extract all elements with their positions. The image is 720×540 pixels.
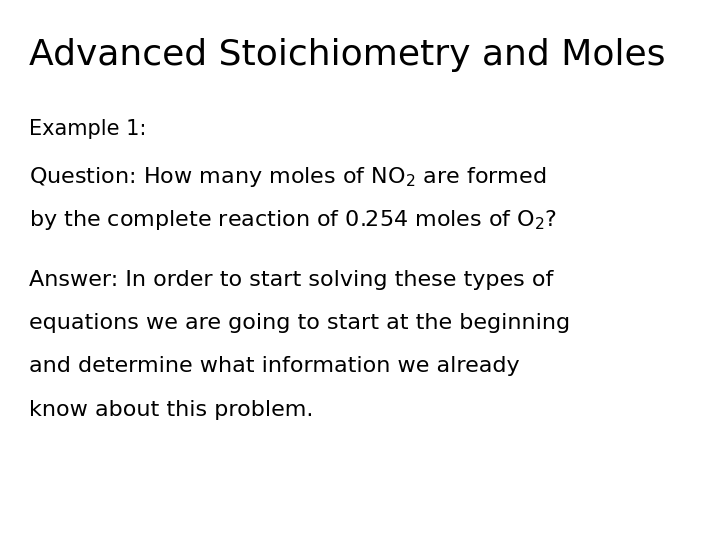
Text: Question: How many moles of NO$_2$ are formed: Question: How many moles of NO$_2$ are f… <box>29 165 546 188</box>
Text: equations we are going to start at the beginning: equations we are going to start at the b… <box>29 313 570 333</box>
Text: Example 1:: Example 1: <box>29 119 146 139</box>
Text: by the complete reaction of 0.254 moles of O$_2$?: by the complete reaction of 0.254 moles … <box>29 208 557 232</box>
Text: Advanced Stoichiometry and Moles: Advanced Stoichiometry and Moles <box>29 38 665 72</box>
Text: Answer: In order to start solving these types of: Answer: In order to start solving these … <box>29 270 553 290</box>
Text: know about this problem.: know about this problem. <box>29 400 313 420</box>
Text: and determine what information we already: and determine what information we alread… <box>29 356 519 376</box>
